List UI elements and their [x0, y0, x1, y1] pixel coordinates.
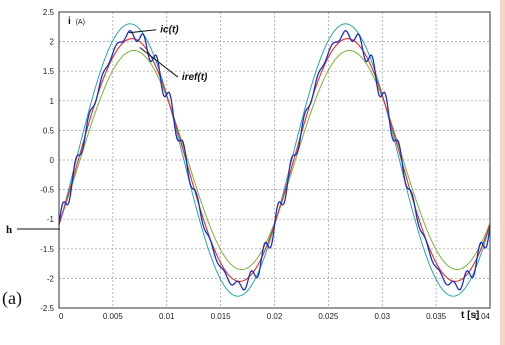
x-tick-label: 0.01 [159, 312, 175, 321]
x-tick-label: 0.03 [374, 312, 390, 321]
annotations: ic(t) iref(t) [128, 25, 208, 83]
y-tick-label: 1 [50, 97, 55, 106]
tick-labels: 0 0.005 0.01 0.015 0.02 0.025 0.03 0.035 0.04 -2.… [40, 8, 490, 321]
x-tick-label: 0 [59, 312, 64, 321]
x-axis-label: t [s] [461, 310, 479, 321]
x-tick-label: 0.025 [318, 312, 339, 321]
annotation-pointer [128, 29, 157, 34]
y-axis-label: i (A) [68, 16, 85, 27]
grid-lines [58, 11, 491, 309]
x-tick-label: 0.035 [426, 312, 447, 321]
y-tick-label: -1.5 [40, 245, 54, 254]
plot-frame [58, 11, 491, 309]
y-tick-label: 0.5 [43, 126, 55, 135]
x-tick-label: 0.015 [211, 312, 232, 321]
y-tick-label: 1.5 [43, 67, 55, 76]
y-tick-label: 0 [50, 156, 55, 165]
h-label: h [6, 224, 12, 236]
y-tick-label: -2.5 [40, 304, 54, 313]
annotation-pointer [139, 47, 179, 78]
x-tick-label: 0.04 [474, 312, 490, 321]
y-tick-label: -0.5 [40, 186, 54, 195]
panel-label: (a) [2, 288, 22, 309]
y-tick-label: 2.5 [43, 8, 55, 17]
page-edge-strip [500, 0, 505, 345]
y-tick-label: -2 [47, 274, 55, 283]
annotation-label: ic(t) [160, 25, 179, 36]
x-tick-label: 0.02 [267, 312, 283, 321]
annotation-label: iref(t) [182, 72, 208, 83]
series-lines [58, 23, 491, 297]
y-tick-label: 2 [50, 38, 55, 47]
series-line-5 [58, 29, 491, 291]
x-tick-label: 0.005 [103, 312, 124, 321]
y-tick-label: -1 [47, 215, 55, 224]
